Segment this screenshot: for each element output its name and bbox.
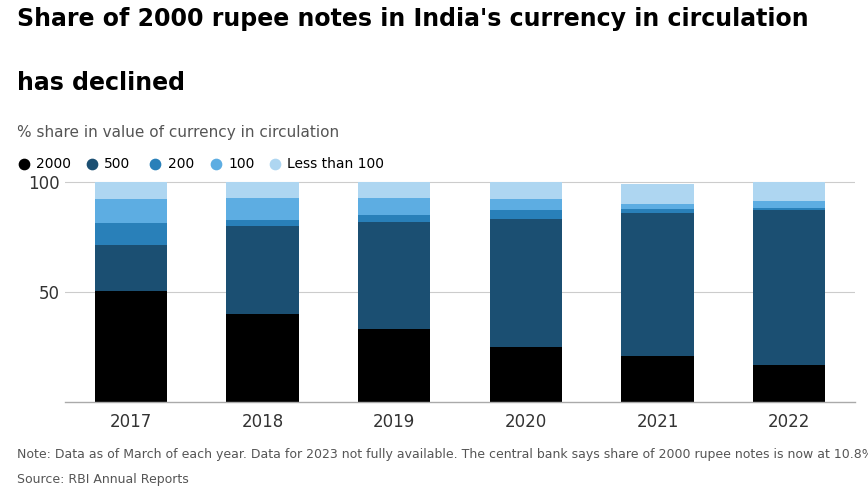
Bar: [621, 356, 694, 402]
Bar: [95, 199, 168, 223]
Point: [85, 160, 99, 168]
Bar: [621, 204, 694, 209]
Bar: [753, 208, 825, 210]
Bar: [621, 213, 694, 356]
Bar: [227, 314, 299, 402]
Bar: [753, 182, 825, 201]
Bar: [227, 220, 299, 226]
Bar: [358, 222, 431, 329]
Bar: [621, 184, 694, 204]
Text: Source: RBI Annual Reports: Source: RBI Annual Reports: [17, 473, 189, 486]
Bar: [753, 365, 825, 402]
Point: [148, 160, 162, 168]
Bar: [358, 216, 431, 222]
Text: 500: 500: [104, 157, 130, 171]
Text: % share in value of currency in circulation: % share in value of currency in circulat…: [17, 125, 339, 140]
Bar: [753, 201, 825, 208]
Text: 200: 200: [168, 157, 194, 171]
Text: Less than 100: Less than 100: [287, 157, 385, 171]
Bar: [358, 198, 431, 216]
Bar: [95, 182, 168, 199]
Bar: [490, 182, 562, 199]
Text: has declined: has declined: [17, 71, 186, 95]
Bar: [95, 291, 168, 402]
Point: [17, 160, 31, 168]
Bar: [490, 210, 562, 219]
Text: Note: Data as of March of each year. Data for 2023 not fully available. The cent: Note: Data as of March of each year. Dat…: [17, 448, 868, 462]
Bar: [227, 226, 299, 314]
Bar: [227, 182, 299, 198]
Bar: [490, 199, 562, 210]
Bar: [753, 210, 825, 365]
Point: [209, 160, 223, 168]
Text: 100: 100: [228, 157, 254, 171]
Point: [268, 160, 282, 168]
Bar: [227, 198, 299, 220]
Bar: [95, 223, 168, 245]
Bar: [490, 347, 562, 402]
Bar: [95, 245, 168, 291]
Bar: [358, 182, 431, 198]
Bar: [358, 329, 431, 402]
Bar: [490, 219, 562, 347]
Text: 2000: 2000: [36, 157, 71, 171]
Bar: [621, 209, 694, 213]
Text: Share of 2000 rupee notes in India's currency in circulation: Share of 2000 rupee notes in India's cur…: [17, 7, 809, 31]
